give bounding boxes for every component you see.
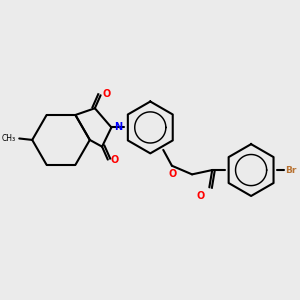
- Text: CH₃: CH₃: [2, 134, 16, 143]
- Text: N: N: [114, 122, 122, 132]
- Text: O: O: [110, 155, 118, 166]
- Text: O: O: [169, 169, 177, 179]
- Text: O: O: [103, 89, 111, 99]
- Text: O: O: [197, 191, 205, 201]
- Text: Br: Br: [285, 166, 296, 175]
